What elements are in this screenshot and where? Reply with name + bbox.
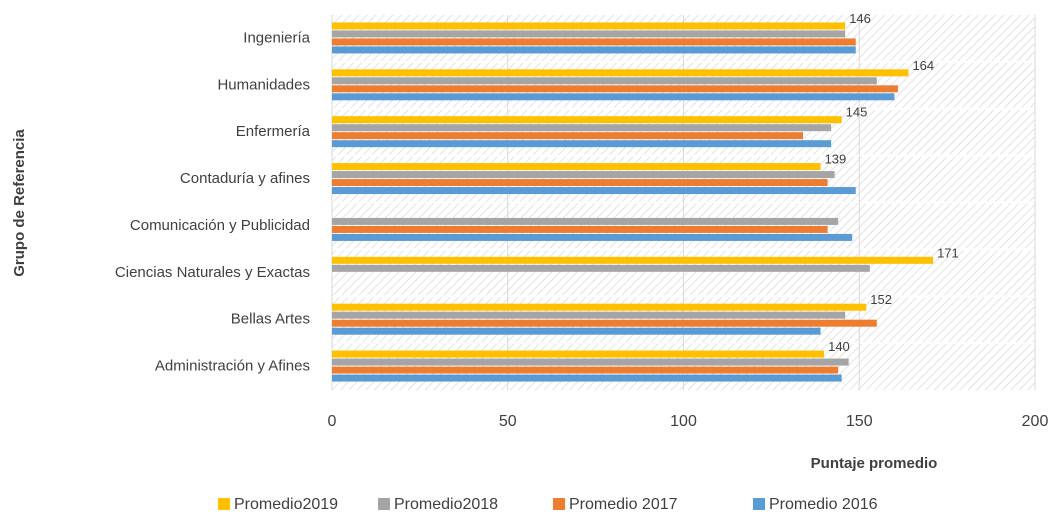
legend-swatch	[753, 498, 765, 510]
data-label: 152	[870, 292, 892, 307]
bar	[332, 22, 846, 30]
legend-swatch	[553, 498, 565, 510]
bar	[332, 264, 870, 272]
bar	[332, 187, 856, 195]
x-axis-title: Puntaje promedio	[811, 455, 938, 472]
y-tick-label: Contaduría y afines	[180, 170, 310, 187]
bar	[332, 38, 856, 46]
bar	[332, 358, 849, 366]
legend-label: Promedio 2016	[769, 496, 878, 513]
data-label: 146	[849, 11, 871, 26]
bar	[332, 171, 835, 179]
bar	[332, 374, 842, 382]
y-axis-title: Grupo de Referencia	[11, 129, 28, 277]
bar	[332, 30, 846, 38]
bar	[332, 132, 804, 140]
bar	[332, 366, 839, 374]
bar	[332, 124, 832, 132]
bar	[332, 303, 867, 311]
y-tick-label: Enfermería	[236, 123, 311, 140]
bar	[332, 69, 909, 77]
data-label: 140	[828, 339, 850, 354]
bar	[332, 256, 934, 264]
legend-label: Promedio 2017	[569, 496, 678, 513]
x-tick-label: 150	[846, 413, 873, 430]
x-tick-label: 0	[328, 413, 337, 430]
legend-label: Promedio2019	[234, 496, 338, 513]
bar	[332, 93, 895, 101]
y-tick-label: Ciencias Naturales y Exactas	[115, 264, 310, 281]
data-label: 164	[912, 58, 934, 73]
y-tick-label: Administración y Afines	[155, 358, 310, 375]
legend-swatch	[378, 498, 390, 510]
y-tick-label: Bellas Artes	[231, 311, 310, 328]
x-tick-label: 50	[499, 413, 517, 430]
bar	[332, 140, 832, 148]
data-label: 171	[937, 245, 959, 260]
y-tick-label: Comunicación y Publicidad	[130, 217, 310, 234]
bar	[332, 327, 821, 335]
bar	[332, 225, 828, 233]
y-tick-label: Ingeniería	[243, 29, 310, 46]
bar	[332, 77, 877, 85]
x-tick-label: 200	[1022, 413, 1049, 430]
bar	[332, 311, 846, 319]
legend-swatch	[218, 498, 230, 510]
bar	[332, 233, 853, 241]
legend-label: Promedio2018	[394, 496, 498, 513]
x-tick-label: 100	[670, 413, 697, 430]
bar	[332, 85, 898, 93]
bar	[332, 163, 821, 171]
bar	[332, 217, 839, 225]
bar	[332, 116, 842, 124]
bar	[332, 46, 856, 54]
bar	[332, 179, 828, 187]
bar	[332, 319, 877, 327]
y-tick-label: Humanidades	[217, 76, 310, 93]
data-label: 145	[846, 105, 868, 120]
data-label: 139	[825, 152, 847, 167]
bar	[332, 350, 825, 358]
